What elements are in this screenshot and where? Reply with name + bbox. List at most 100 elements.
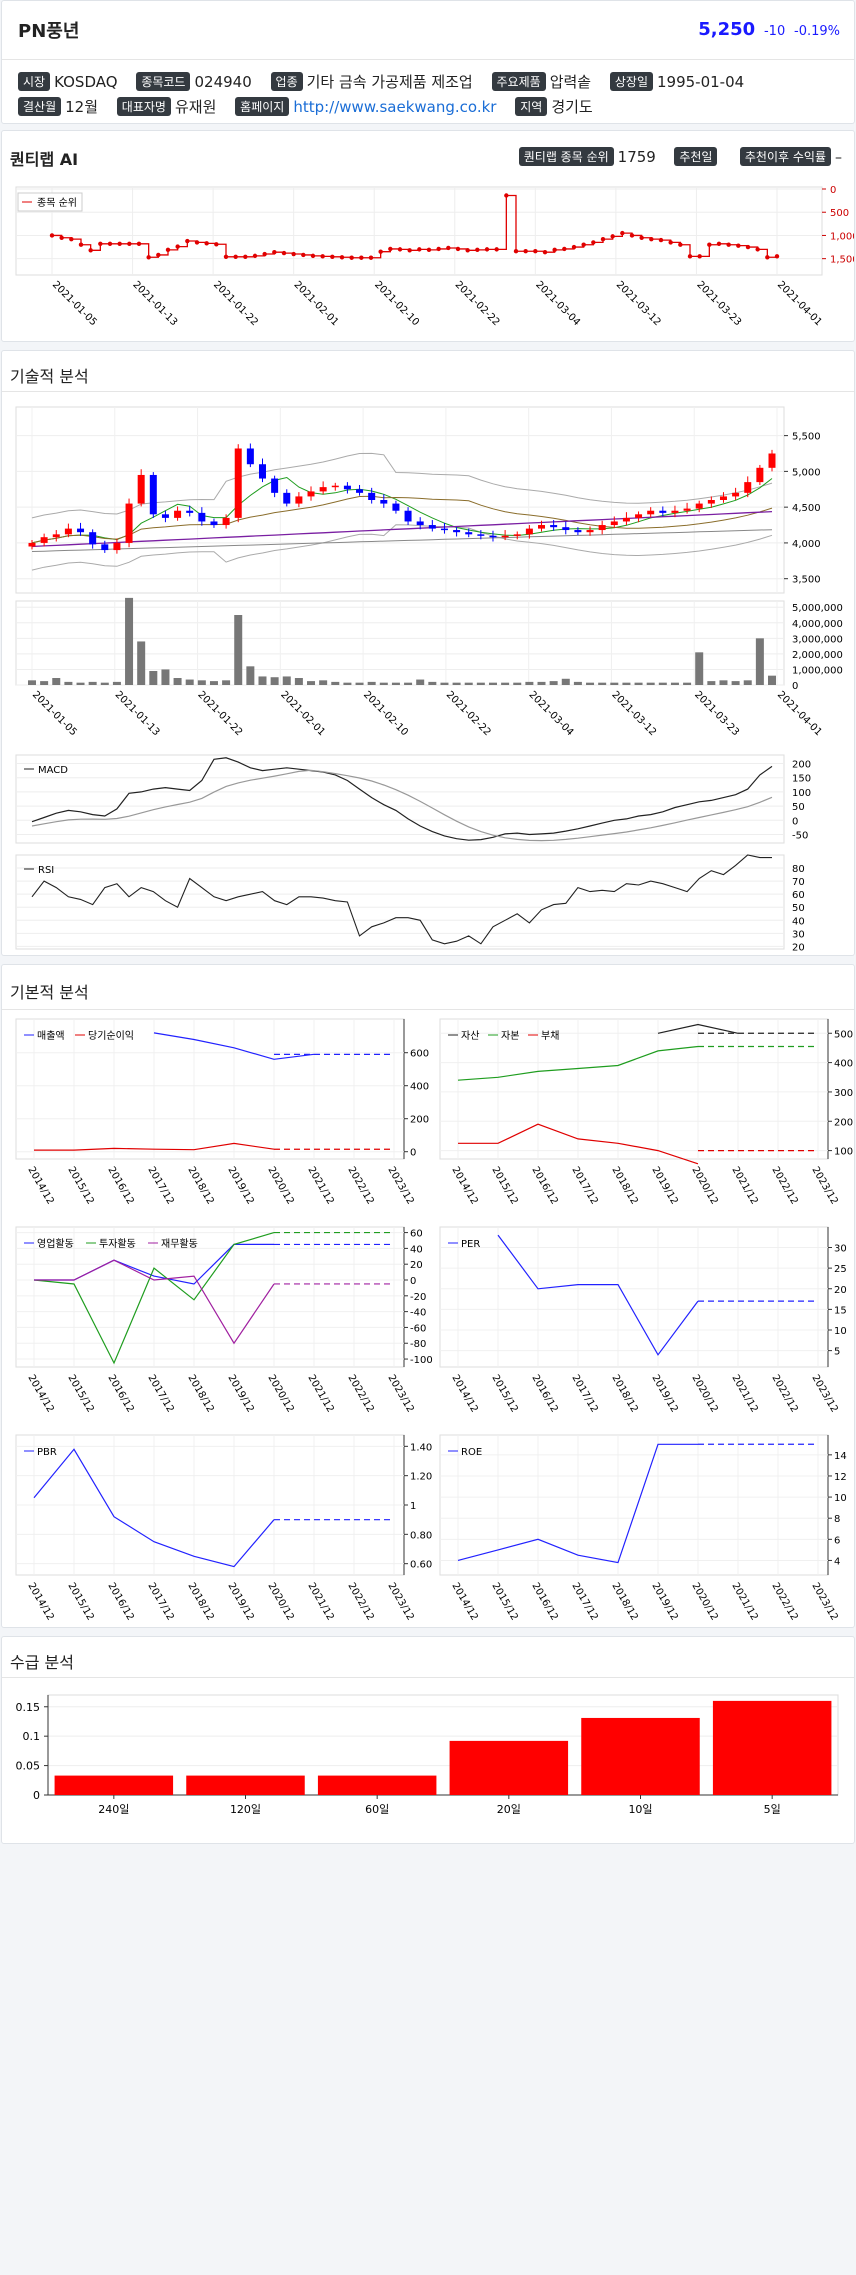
- rank-points: [49, 193, 780, 260]
- candle-body: [719, 496, 727, 500]
- fund-x-tick-label: 2014/12: [449, 1581, 479, 1622]
- rank-point: [426, 247, 432, 253]
- rank-point: [436, 246, 441, 252]
- supply-x-tick-label: 20일: [497, 1802, 521, 1816]
- supply-bar: [581, 1717, 700, 1795]
- divider: [2, 391, 854, 392]
- fund-y-tick-label: 1.20: [410, 1472, 432, 1483]
- macd-legend: MACD: [24, 765, 68, 776]
- rank-point: [755, 247, 760, 252]
- candle-body: [683, 508, 691, 511]
- volume-bar: [501, 682, 510, 685]
- rsi-gridlines: [16, 867, 784, 947]
- homepage-link[interactable]: http://www.saekwang.co.kr: [293, 98, 497, 116]
- fund-y-tick-label: 100: [834, 1147, 853, 1158]
- candle-body: [756, 467, 764, 483]
- volume-bar: [246, 666, 255, 685]
- ma-purple-line: [31, 510, 773, 548]
- volume-bar: [76, 682, 85, 685]
- fund-legend: ROE: [448, 1447, 482, 1458]
- volume-bar: [586, 682, 595, 685]
- rank-point: [407, 248, 412, 253]
- volume-bar: [125, 597, 134, 685]
- tech-x-tick-label: 2021-02-10: [361, 689, 410, 738]
- fiscal-badge: 결산월: [18, 97, 62, 116]
- fund-x-tick-label: 2019/12: [225, 1373, 255, 1414]
- fund-x-tick-label: 2021/12: [305, 1581, 335, 1622]
- rank-point: [301, 252, 306, 258]
- supply-card: 수급 분석 0.15 0.1 0.05 0 240일 120일 60일 20일 10일 5일: [1, 1636, 855, 1844]
- fund-x-tick-label: 2018/12: [185, 1581, 215, 1622]
- candle-body: [538, 525, 546, 529]
- rank-point: [475, 247, 480, 253]
- rank-point: [600, 236, 606, 242]
- volume-bar: [646, 682, 655, 685]
- fund-series-line: [458, 1123, 699, 1165]
- fund-x-tick-label: 2020/12: [689, 1373, 719, 1414]
- price-y-axis: 5,500 5,000 4,500 4,000 3,500: [784, 432, 821, 586]
- fund-x-tick-label: 2021/12: [305, 1373, 335, 1414]
- volume-bar: [695, 652, 704, 685]
- candle-body: [356, 489, 364, 493]
- price-panel: [15, 406, 785, 594]
- rsi-y-tick-label: 70: [792, 877, 805, 888]
- volume-bar: [355, 682, 364, 685]
- fund-x-tick-label: 2014/12: [25, 1165, 55, 1206]
- divider: [2, 1009, 854, 1010]
- fund-legend-label: 부채: [541, 1030, 559, 1042]
- tech-x-tick-label: 2021-04-01: [775, 689, 824, 738]
- rank-point: [88, 248, 93, 253]
- fund-y-tick-label: 14: [834, 1451, 847, 1462]
- candle-body: [707, 500, 715, 504]
- rank-point: [339, 255, 345, 260]
- bollinger-lower: [31, 524, 773, 571]
- candle-body: [659, 510, 667, 513]
- rank-point: [745, 244, 751, 250]
- supply-y-tick-label: 0.15: [16, 1701, 41, 1714]
- rank-point: [649, 236, 654, 242]
- fund-y-tick-label: 0: [410, 1276, 416, 1287]
- rank-point: [349, 255, 354, 260]
- rsi-y-tick-label: 30: [792, 929, 805, 940]
- volume-bar: [294, 678, 303, 685]
- ceo-value: 유재원: [174, 98, 217, 116]
- volume-bar: [452, 682, 461, 685]
- fund-x-tick-label: 2022/12: [769, 1373, 799, 1414]
- rank-point: [736, 243, 741, 248]
- fund-y-tick-label: 10: [834, 1326, 847, 1337]
- rank-point: [591, 240, 596, 245]
- rank-gridlines: [16, 187, 822, 275]
- tech-x-tick-label: 2021-02-01: [278, 689, 327, 738]
- rank-point: [523, 249, 528, 254]
- rank-chart: 종목 순위 0 500 1,000 1,500 2021-01-05 2021-01-1…: [15, 185, 854, 328]
- candle-body: [477, 534, 485, 536]
- fund-y-tick-label: -80: [410, 1339, 426, 1350]
- fund-legend: 매출액 당기순이익: [24, 1030, 134, 1042]
- candle-body: [149, 474, 157, 515]
- fund-y-tick-label: 300: [834, 1088, 853, 1099]
- rank-point: [513, 249, 519, 254]
- fund-y-tick-label: 400: [410, 1082, 429, 1093]
- rank-y-axis: 0 500 1,000 1,500: [822, 185, 854, 266]
- info-row-2: 결산월 12월 대표자명 유재원 홈페이지 http://www.saekwang.c…: [18, 96, 607, 117]
- fund-chart-c5: 1.40 1.20 1 0.80 0.60 2014/12 2015/12 2016/12 20…: [15, 1434, 432, 1622]
- fund-y-tick-label: -40: [410, 1308, 426, 1319]
- rank-point: [49, 233, 55, 238]
- candle-body: [489, 535, 497, 538]
- price-y-tick-label: 4,000: [792, 539, 821, 550]
- fund-legend-label: 재무활동: [161, 1237, 198, 1250]
- rank-point: [243, 254, 248, 260]
- volume-bar: [525, 681, 534, 685]
- volume-bar: [88, 681, 97, 685]
- fund-x-tick-label: 2018/12: [609, 1581, 639, 1622]
- rank-point: [610, 234, 615, 239]
- rank-point: [136, 241, 142, 247]
- rank-point: [156, 252, 161, 258]
- volume-bar: [683, 682, 692, 685]
- volume-bar: [658, 682, 667, 685]
- candle-body: [319, 487, 327, 492]
- fund-x-tick-label: 2018/12: [185, 1373, 215, 1414]
- rank-y-tick-label: 1,500: [830, 255, 854, 266]
- fund-x-tick-label: 2015/12: [489, 1581, 519, 1622]
- rank-point: [504, 193, 509, 198]
